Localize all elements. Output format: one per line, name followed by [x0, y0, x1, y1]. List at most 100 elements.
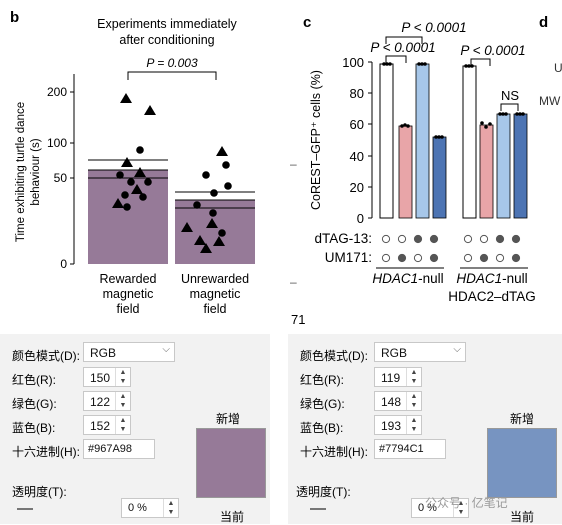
rewarded-point	[139, 193, 147, 201]
opacity-spinner[interactable]: ▲ ▼	[163, 499, 178, 517]
mode-label: 颜色模式(D):	[300, 349, 368, 363]
spin-down-icon[interactable]: ▼	[119, 402, 127, 409]
spin-up-icon[interactable]: ▲	[410, 369, 418, 376]
panel-b-ytick-50: 50	[54, 171, 68, 185]
panel-b-xlabel-2a: Unrewarded	[181, 272, 249, 286]
panel-c-p-right: P < 0.0001	[460, 43, 525, 58]
red-input[interactable]: 150 ▲ ▼	[83, 367, 131, 387]
green-value: 148	[381, 395, 402, 409]
blue-spinner[interactable]: ▲ ▼	[406, 416, 421, 434]
spin-up-icon[interactable]: ▲	[119, 417, 127, 424]
panel-c-bracket-ns	[500, 103, 519, 111]
opacity-label: 透明度(T):	[296, 485, 351, 499]
blue-input[interactable]: 193 ▲ ▼	[374, 415, 422, 435]
rewarded-point	[123, 203, 131, 211]
hex-input[interactable]: #7794C1	[374, 439, 446, 459]
group2-label-line2: HDAC2–dTAG	[448, 289, 536, 304]
panel-b-bracket	[127, 71, 217, 80]
red-spinner[interactable]: ▲ ▼	[115, 368, 130, 386]
unrewarded-point	[210, 189, 218, 197]
red-value: 119	[381, 371, 401, 385]
red-input[interactable]: 119 ▲ ▼	[374, 367, 422, 387]
group1-label: HDAC1-null	[372, 271, 443, 286]
panel-c-letter: c	[303, 14, 311, 31]
unrewarded-point	[209, 209, 217, 217]
blue-label: 蓝色(B):	[300, 421, 344, 435]
green-spinner[interactable]: ▲ ▼	[115, 392, 130, 410]
red-spinner[interactable]: ▲ ▼	[406, 368, 421, 386]
blue-spinner[interactable]: ▲ ▼	[115, 416, 130, 434]
opacity-label: 透明度(T):	[12, 485, 67, 499]
color-mode-select[interactable]: RGB ⌵	[374, 342, 466, 362]
color-mode-value: RGB	[90, 346, 117, 360]
spin-up-icon[interactable]: ▲	[410, 393, 418, 400]
opacity-spinner[interactable]: ▲ ▼	[453, 499, 468, 517]
blue-label: 蓝色(B):	[12, 421, 56, 435]
panel-b-xlabel-1a: Rewarded	[100, 272, 157, 286]
spin-up-icon[interactable]: ▲	[119, 393, 127, 400]
spin-down-icon[interactable]: ▼	[167, 509, 175, 516]
panel-d-fragment-mw: MW	[539, 94, 561, 108]
opacity-input[interactable]: 0 % ▲ ▼	[411, 498, 469, 518]
opacity-slider[interactable]	[17, 508, 33, 510]
green-input[interactable]: 148 ▲ ▼	[374, 391, 422, 411]
panel-d-letter: d	[539, 14, 548, 31]
unrewarded-point	[216, 146, 228, 156]
hex-label: 十六进制(H):	[12, 445, 80, 459]
spin-down-icon[interactable]: ▼	[119, 378, 127, 385]
new-color-label: 新增	[216, 412, 241, 426]
spin-down-icon[interactable]: ▼	[119, 426, 127, 433]
panel-b-title-1: Experiments immediately	[97, 17, 237, 31]
color-dialog-right: 颜色模式(D): RGB ⌵ 红色(R): 119 ▲ ▼ 绿色(G): 148 …	[288, 334, 562, 524]
rewarded-point	[121, 191, 129, 199]
green-spinner[interactable]: ▲ ▼	[406, 392, 421, 410]
unrewarded-point	[200, 243, 212, 253]
panel-b-ylabel-1: Time exhibiting turtle dance	[15, 102, 27, 242]
spin-up-icon[interactable]: ▲	[119, 369, 127, 376]
row-label-dtag13: dTAG-13:	[314, 231, 372, 246]
opacity-slider[interactable]	[310, 508, 326, 510]
green-label: 绿色(G):	[12, 397, 57, 411]
blue-value: 152	[90, 419, 111, 433]
spin-down-icon[interactable]: ▼	[457, 509, 465, 516]
new-color-label: 新增	[510, 412, 535, 426]
rewarded-point	[134, 167, 146, 177]
watermark-text: 公众号 · 亿笔记	[425, 496, 508, 510]
color-mode-value: RGB	[381, 346, 408, 360]
c-bar-g2-ctrl	[462, 65, 477, 219]
panel-c-yticks	[368, 61, 372, 219]
unrewarded-point	[218, 229, 226, 237]
rewarded-point	[144, 178, 152, 186]
chevron-down-icon: ⌵	[453, 344, 461, 355]
unrewarded-point	[222, 161, 230, 169]
green-label: 绿色(G):	[300, 397, 345, 411]
unrewarded-points	[181, 146, 232, 253]
current-color-label: 当前	[220, 510, 245, 524]
spin-up-icon[interactable]: ▲	[167, 500, 175, 507]
rewarded-point	[112, 198, 124, 208]
hex-input[interactable]: #967A98	[83, 439, 155, 459]
spin-up-icon[interactable]: ▲	[457, 500, 465, 507]
panel-c-ytick-20: 20	[350, 180, 364, 195]
unrewarded-point	[206, 218, 218, 228]
rewarded-point	[136, 146, 144, 154]
opacity-value: 0 %	[128, 502, 147, 514]
spin-down-icon[interactable]: ▼	[410, 378, 418, 385]
green-input[interactable]: 122 ▲ ▼	[83, 391, 131, 411]
rewarded-point	[116, 171, 124, 179]
spin-down-icon[interactable]: ▼	[410, 402, 418, 409]
panel-c-ytick-40: 40	[350, 149, 364, 164]
panel-c-bracket-right	[470, 58, 491, 66]
c-bar-g1-dtag	[415, 63, 430, 219]
current-color-label: 当前	[510, 510, 535, 524]
spin-up-icon[interactable]: ▲	[410, 417, 418, 424]
c-bar-g2-dtag	[496, 113, 511, 219]
panel-c-p-left: P < 0.0001	[370, 40, 435, 55]
group2-label: HDAC1-null	[456, 271, 527, 286]
opacity-input[interactable]: 0 % ▲ ▼	[121, 498, 179, 518]
blue-input[interactable]: 152 ▲ ▼	[83, 415, 131, 435]
color-mode-select[interactable]: RGB ⌵	[83, 342, 175, 362]
spin-down-icon[interactable]: ▼	[410, 426, 418, 433]
rewarded-point	[144, 105, 156, 115]
panel-c-ytick-80: 80	[350, 86, 364, 101]
